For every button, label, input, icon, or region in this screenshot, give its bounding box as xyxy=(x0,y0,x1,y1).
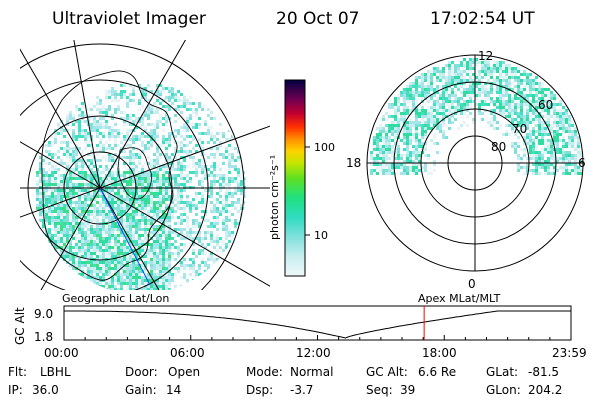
longitude-lines xyxy=(20,40,270,290)
svg-text:Flt:LBHL: Flt: LBHL xyxy=(8,365,71,379)
colorbar-tick-10: 10 xyxy=(314,229,328,242)
gcalt-label: GC Alt: xyxy=(366,365,408,379)
date-label: 20 Oct 07 xyxy=(276,9,359,29)
gain-label: Gain: xyxy=(125,383,157,397)
emission-layer-left xyxy=(36,84,246,290)
colorbar-tick-100: 100 xyxy=(314,141,335,154)
svg-text:GLat:-81.5: GLat: -81.5 xyxy=(486,365,559,379)
footer-parameters: Flt: LBHL IP: 36.0 Door: Open Gain: 14 Mode:… xyxy=(8,365,562,397)
geographic-label: Geographic Lat/Lon xyxy=(62,292,169,305)
mlat-label-80: 80 xyxy=(491,140,506,154)
filter-label: Flt: xyxy=(8,365,27,379)
mlt-label-6: 6 xyxy=(578,156,586,170)
glon-label: GLon: xyxy=(486,383,521,397)
terminator-line xyxy=(99,187,151,286)
mode-label: Mode: xyxy=(246,365,283,379)
geographic-map: Geographic Lat/Lon xyxy=(20,40,270,305)
svg-text:GC Alt:6.6 Re: GC Alt: 6.6 Re xyxy=(366,365,456,379)
door-value: Open xyxy=(168,365,200,379)
filter-value: LBHL xyxy=(40,365,71,379)
gain-value: 14 xyxy=(166,383,181,397)
altitude-timeline: 9.0 1.8 GC Alt 00:00 06:00 12:00 18:00 2… xyxy=(13,305,587,360)
mlt-label-12: 12 xyxy=(478,49,493,63)
svg-text:Dsp:-3.7: Dsp: -3.7 xyxy=(246,383,313,397)
svg-text:Mode:Normal: Mode: Normal xyxy=(246,365,333,379)
svg-text:Door:Open: Door: Open xyxy=(125,365,200,379)
color-scale xyxy=(284,79,306,277)
emission-layer-right xyxy=(370,58,583,175)
dsp-value: -3.7 xyxy=(290,383,313,397)
glat-label: GLat: xyxy=(486,365,518,379)
color-bar: 100 10 photon cm⁻²s⁻¹ xyxy=(268,79,335,277)
time-label-0: 00:00 xyxy=(44,346,79,360)
time-ticks xyxy=(63,335,572,340)
svg-text:Gain:14: Gain: 14 xyxy=(125,383,181,397)
glat-value: -81.5 xyxy=(528,365,559,379)
svg-text:IP:36.0: IP: 36.0 xyxy=(8,383,59,397)
time-label-3: 18:00 xyxy=(422,346,457,360)
svg-text:Seq:39: Seq: 39 xyxy=(366,383,415,397)
mode-value: Normal xyxy=(290,365,333,379)
seq-label: Seq: xyxy=(366,383,393,397)
mlt-label-0: 0 xyxy=(468,277,476,291)
svg-text:GLon:204.2: GLon: 204.2 xyxy=(486,383,562,397)
dsp-label: Dsp: xyxy=(246,383,273,397)
altitude-curve xyxy=(64,310,571,339)
gcalt-value: 6.6 Re xyxy=(418,365,456,379)
seq-value: 39 xyxy=(400,383,415,397)
coastline xyxy=(41,70,178,281)
ip-label: IP: xyxy=(8,383,23,397)
ip-value: 36.0 xyxy=(32,383,59,397)
mlat-label-60: 60 xyxy=(538,98,553,112)
instrument-title: Ultraviolet Imager xyxy=(52,9,206,29)
timeline-ylabel: GC Alt xyxy=(13,307,27,345)
time-label-2: 12:00 xyxy=(296,346,331,360)
time-label-1: 06:00 xyxy=(170,346,205,360)
magnetic-map: 12 0 18 6 60 70 80 Apex MLat/MLT xyxy=(346,49,586,305)
time-label: 17:02:54 UT xyxy=(430,9,535,29)
ytick-max: 9.0 xyxy=(34,307,53,321)
ytick-min: 1.8 xyxy=(34,330,53,344)
door-label: Door: xyxy=(125,365,158,379)
time-label-4: 23:59 xyxy=(552,346,587,360)
glon-value: 204.2 xyxy=(528,383,562,397)
apex-label: Apex MLat/MLT xyxy=(418,292,501,305)
mlt-label-18: 18 xyxy=(346,156,361,170)
mlat-label-70: 70 xyxy=(512,122,527,136)
colorbar-unit-label: photon cm⁻²s⁻¹ xyxy=(268,155,281,240)
